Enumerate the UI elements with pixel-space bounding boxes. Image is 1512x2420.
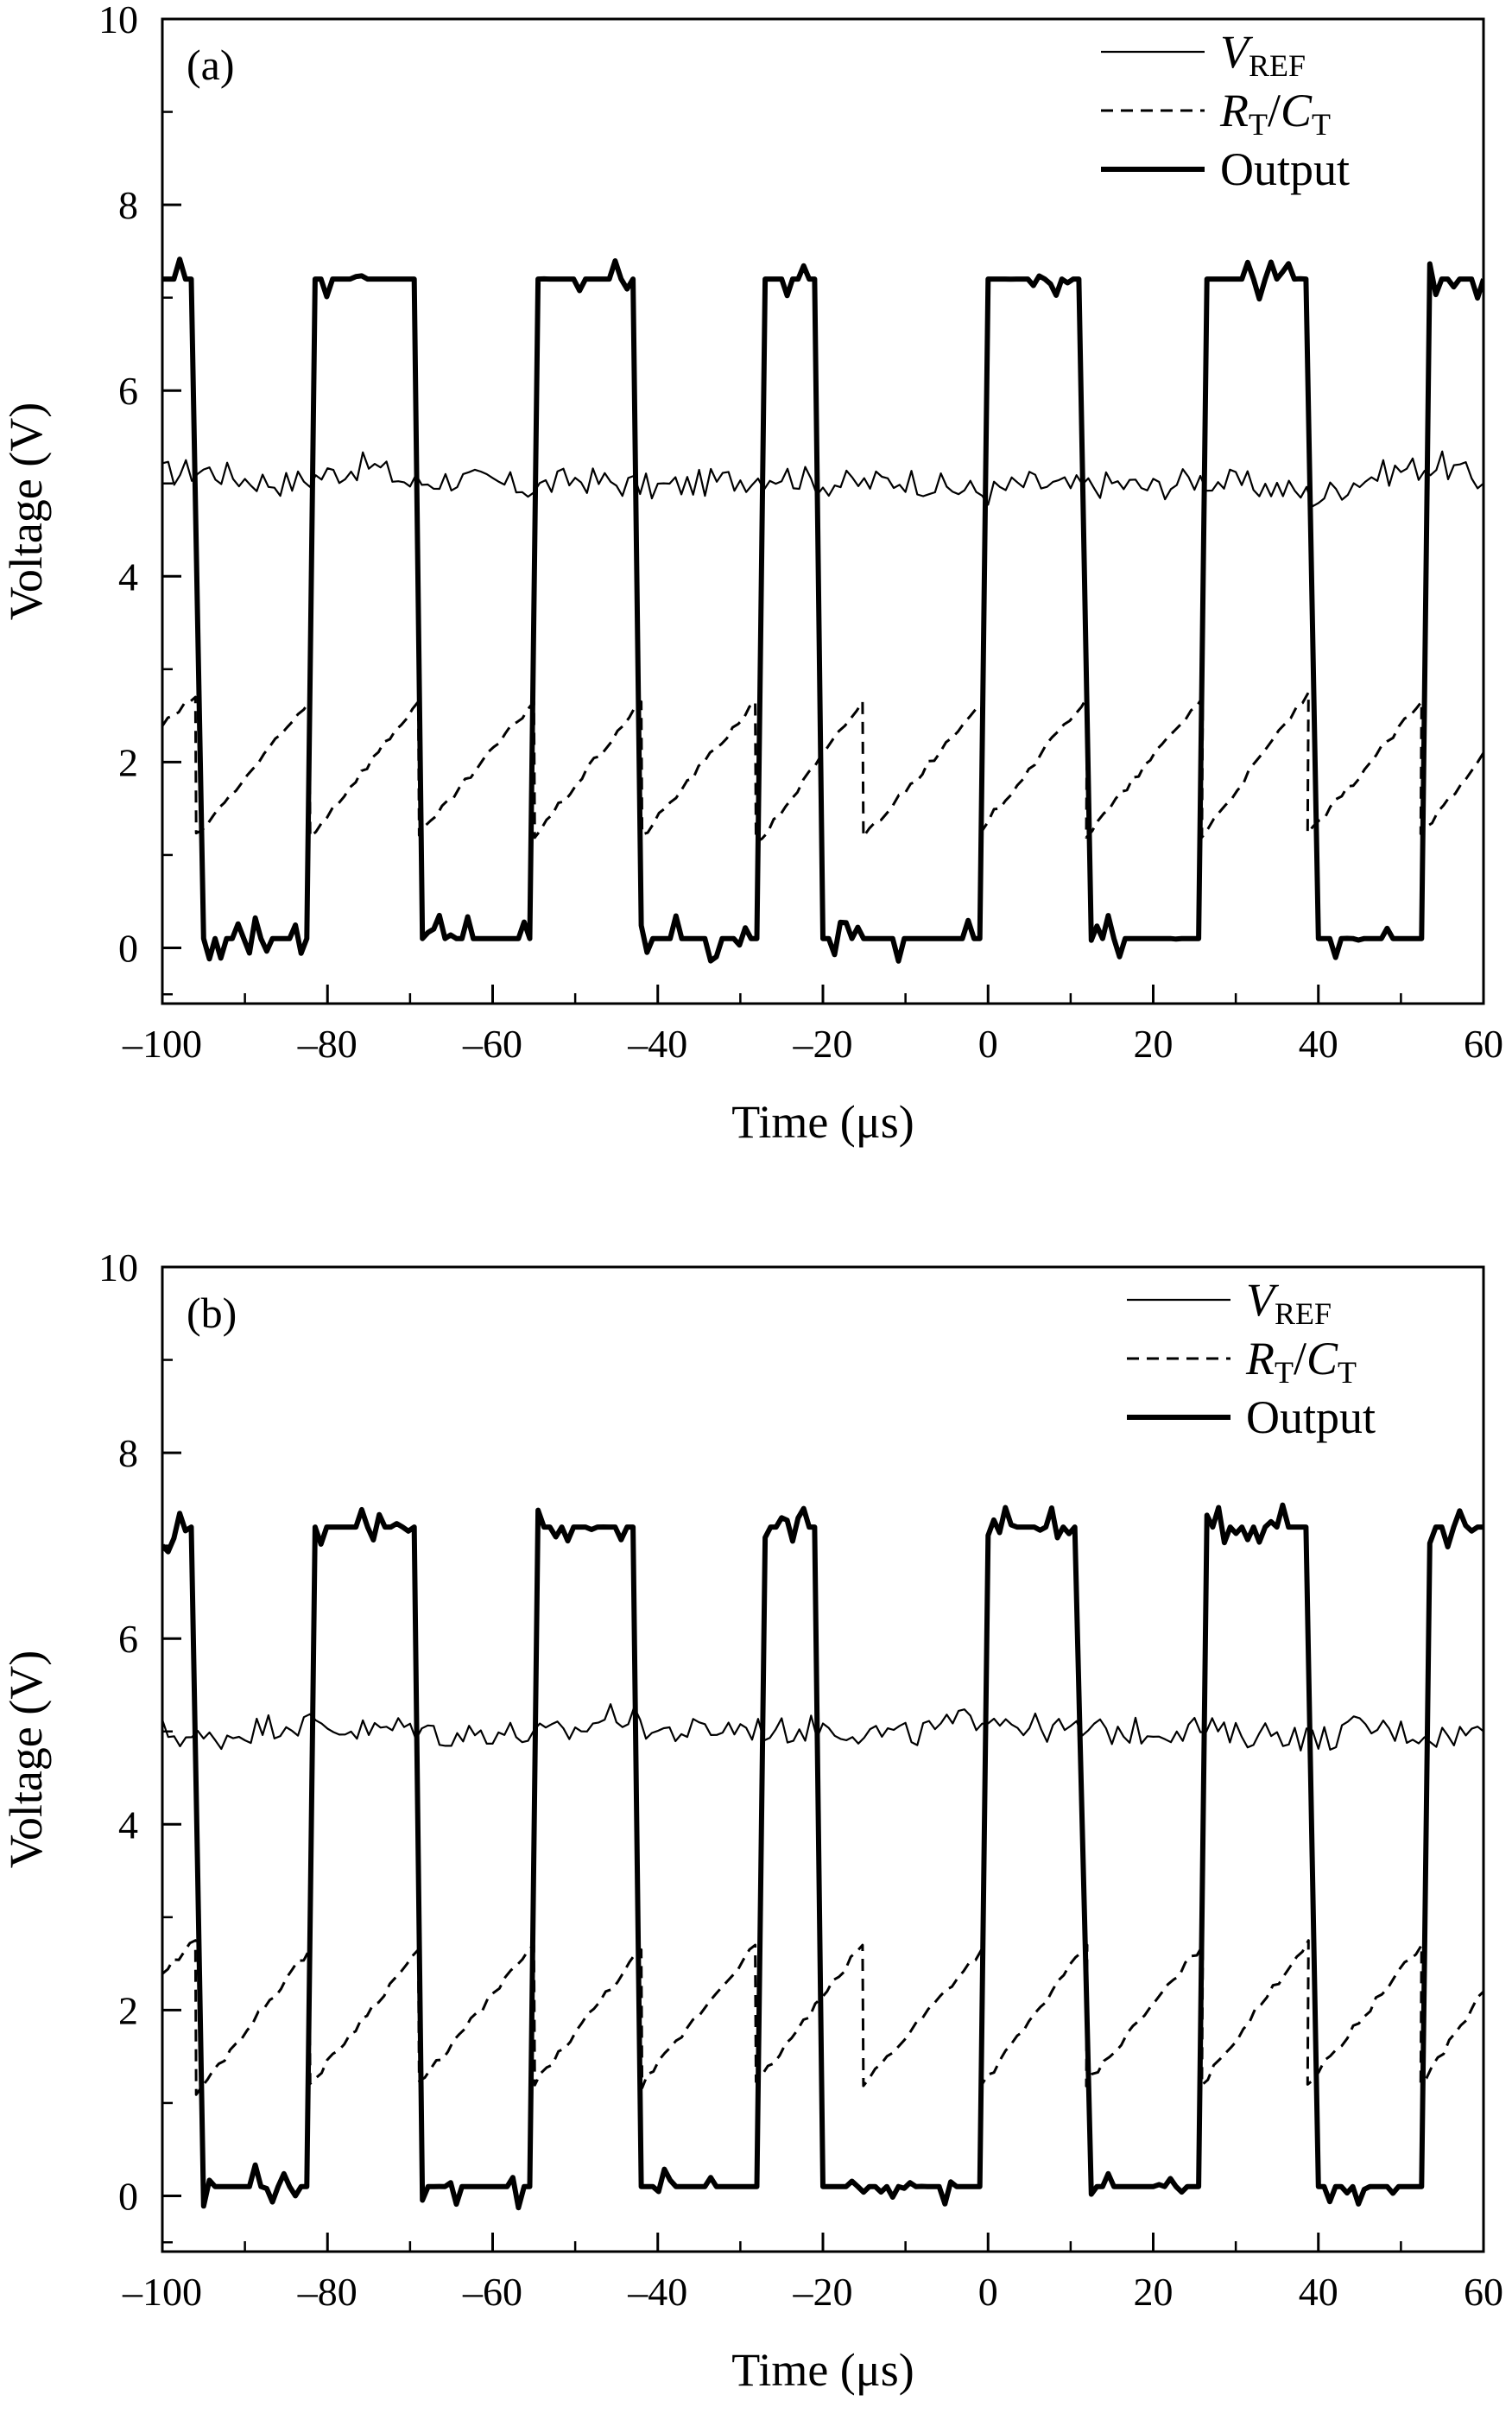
panel-a-x-tick-label: 60 bbox=[1464, 1022, 1503, 1066]
panel-b-y-tick-label: 2 bbox=[118, 1988, 138, 2032]
panel-a-y-tick-label: 2 bbox=[118, 740, 138, 784]
panel-a-x-tick-label: 40 bbox=[1299, 1022, 1338, 1066]
panel-a-legend-label: VREF bbox=[1220, 26, 1306, 83]
panel-a-y-tick-label: 0 bbox=[118, 926, 138, 970]
panel-a-y-tick-label: 4 bbox=[118, 554, 138, 599]
panel-b-x-tick-label: –60 bbox=[462, 2270, 522, 2314]
panel-b-series-r-t-c-t bbox=[162, 1939, 1484, 2096]
panel-b-series-v-ref bbox=[162, 1703, 1484, 1752]
panel-a-y-tick-label: 10 bbox=[98, 0, 138, 41]
panel-a-x-tick-label: 20 bbox=[1134, 1022, 1174, 1066]
panel-b-x-tick-label: 0 bbox=[978, 2270, 998, 2314]
panel-a-label: (a) bbox=[187, 41, 235, 89]
panel-b-x-tick-label: 40 bbox=[1299, 2270, 1338, 2314]
panel-b-y-tick-label: 4 bbox=[118, 1802, 138, 1847]
panel-b-x-tick-label: 20 bbox=[1134, 2270, 1174, 2314]
panel-b-y-tick-label: 0 bbox=[118, 2174, 138, 2218]
panel-b-x-axis-title: Time (μs) bbox=[731, 2344, 914, 2396]
panel-a-y-axis-title: Voltage (V) bbox=[0, 402, 52, 620]
panel-b-legend-label: Output bbox=[1246, 1391, 1376, 1443]
panel-b-y-tick-label: 6 bbox=[118, 1617, 138, 1661]
panel-a-x-axis-title: Time (μs) bbox=[731, 1096, 914, 1148]
panel-a-x-tick-label: –40 bbox=[627, 1022, 687, 1066]
panel-a-y-tick-label: 8 bbox=[118, 183, 138, 227]
panel-b-legend-label: RT/CT bbox=[1245, 1333, 1357, 1390]
panel-a-x-tick-label: –20 bbox=[793, 1022, 853, 1066]
panel-a-x-tick-label: –80 bbox=[297, 1022, 357, 1066]
panel-a-legend-label: Output bbox=[1220, 143, 1350, 195]
panel-a-x-tick-label: –100 bbox=[122, 1022, 202, 1066]
panel-a-y-tick-label: 6 bbox=[118, 369, 138, 413]
panel-a-legend-label: RT/CT bbox=[1219, 85, 1331, 142]
panel-b-x-tick-label: –40 bbox=[627, 2270, 687, 2314]
panel-a-x-tick-label: 0 bbox=[978, 1022, 998, 1066]
panel-b-y-axis-title: Voltage (V) bbox=[0, 1650, 52, 1868]
chart-panel-b: –100 –80 –60 –40 –20 0 20 40 60 0 2 4 6 8 10 Time (μs) V… bbox=[0, 1245, 1503, 2396]
panel-a-series-v-ref bbox=[162, 450, 1484, 508]
chart-panel-a: –100 –80 –60 –40 –20 0 20 40 60 0 2 4 6 8 10 Time (μs) V… bbox=[0, 0, 1503, 1148]
panel-a-x-tick-label: –60 bbox=[462, 1022, 522, 1066]
panel-b-series-output bbox=[162, 1502, 1484, 2211]
panel-b-y-tick-label: 8 bbox=[118, 1431, 138, 1475]
panel-b-series-group bbox=[162, 1502, 1484, 2211]
panel-b-x-tick-label: –100 bbox=[122, 2270, 202, 2314]
panel-b-x-tick-label: –80 bbox=[297, 2270, 357, 2314]
panel-a-series-group bbox=[162, 257, 1484, 964]
panel-b-x-tick-label: –20 bbox=[793, 2270, 853, 2314]
panel-b-legend-label: VREF bbox=[1246, 1274, 1332, 1331]
panel-b-x-tick-label: 60 bbox=[1464, 2270, 1503, 2314]
panel-b-y-tick-label: 10 bbox=[98, 1245, 138, 1289]
panel-b-label: (b) bbox=[187, 1289, 237, 1337]
panel-a-series-output bbox=[162, 257, 1484, 964]
